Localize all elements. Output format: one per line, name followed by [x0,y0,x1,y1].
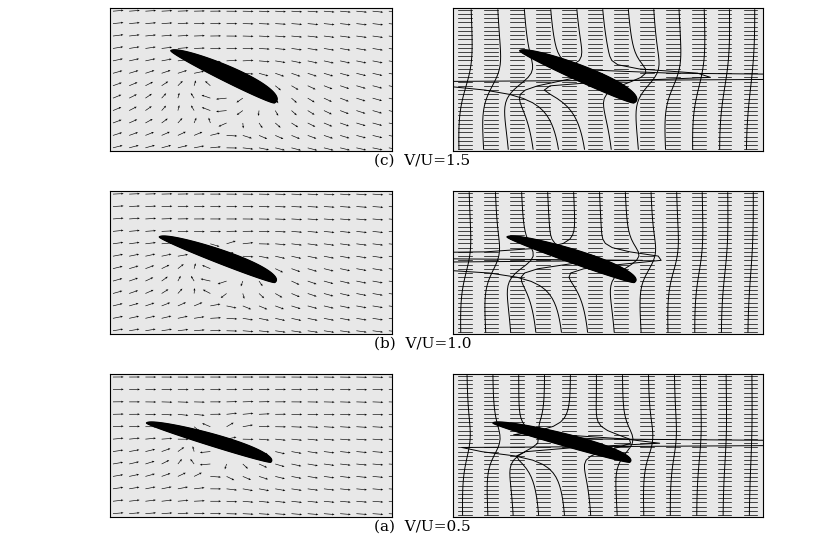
Text: (c)  V/U=1.5: (c) V/U=1.5 [375,154,470,168]
Text: (b)  V/U=1.0: (b) V/U=1.0 [374,337,471,351]
Polygon shape [147,422,272,462]
Text: (a)  V/U=0.5: (a) V/U=0.5 [374,520,471,534]
Polygon shape [507,236,636,282]
Polygon shape [520,50,636,103]
Polygon shape [493,422,631,462]
Polygon shape [159,236,277,282]
Polygon shape [171,50,277,103]
